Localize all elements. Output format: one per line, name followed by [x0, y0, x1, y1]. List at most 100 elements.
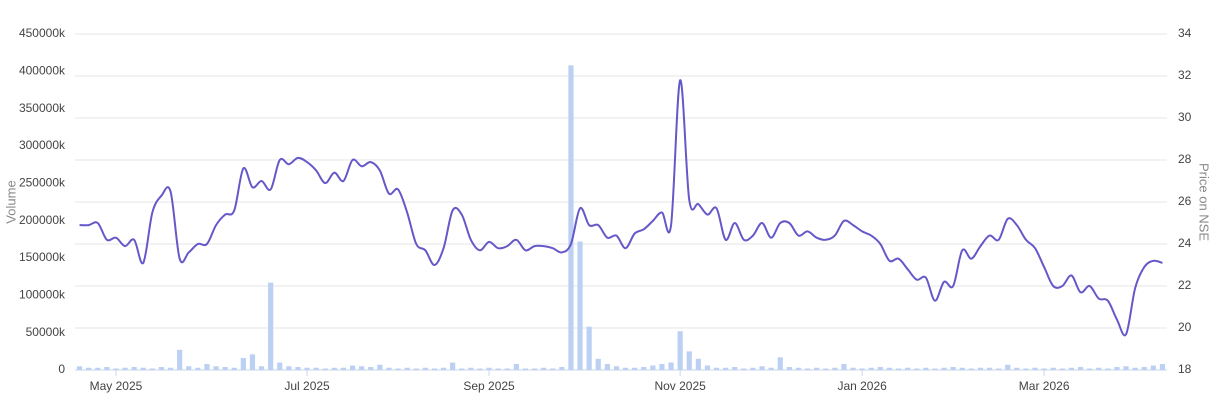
volume-bar: [268, 282, 274, 370]
y-tick-label: 100000k: [19, 288, 66, 302]
y2-tick-label: 34: [1178, 26, 1192, 40]
volume-bar: [386, 367, 392, 370]
volume-bar: [477, 368, 483, 370]
volume-bar: [368, 367, 374, 370]
volume-bar: [504, 368, 510, 370]
volume-bar: [186, 366, 192, 370]
x-tick-label: Jan 2026: [837, 379, 887, 393]
x-tick-label: Nov 2025: [654, 379, 706, 393]
volume-bar: [632, 367, 638, 370]
volume-bar: [559, 367, 565, 370]
volume-bar: [295, 367, 301, 370]
volume-bar: [468, 367, 474, 370]
volume-bar: [122, 367, 128, 370]
volume-bar: [450, 362, 456, 370]
volume-bar: [732, 367, 738, 370]
volume-bar: [795, 367, 802, 370]
volume-bar: [868, 367, 874, 370]
volume-bar: [213, 366, 219, 370]
volume-bar: [331, 367, 337, 370]
volume-bar: [277, 362, 283, 370]
volume-bar: [1096, 367, 1102, 370]
volume-bar: [604, 364, 610, 370]
volume-bar: [595, 358, 601, 370]
volume-bar: [304, 367, 310, 370]
volume-bar: [759, 366, 765, 370]
volume-bar: [222, 367, 228, 370]
volume-bar: [131, 367, 137, 370]
volume-bar: [659, 364, 665, 370]
volume-bar: [713, 367, 720, 370]
volume-bar: [1041, 368, 1047, 370]
volume-bar: [104, 367, 110, 370]
volume-bar: [622, 367, 629, 370]
volume-bar: [1132, 367, 1138, 370]
volume-bar: [486, 367, 492, 370]
volume-bar: [841, 364, 847, 370]
volume-bar: [195, 367, 201, 370]
y-tick-label: 250000k: [19, 176, 66, 190]
y2-tick-label: 26: [1178, 194, 1192, 208]
y2-tick-label: 18: [1178, 362, 1192, 376]
volume-bar: [650, 365, 656, 370]
volume-bar: [668, 362, 674, 370]
volume-bar: [550, 368, 556, 370]
volume-bar: [586, 326, 592, 370]
y2-tick-label: 20: [1178, 320, 1192, 334]
volume-bar: [977, 367, 984, 370]
volume-bar: [996, 368, 1002, 370]
volume-bar: [1114, 367, 1120, 370]
volume-bar: [359, 366, 365, 370]
volume-bar: [859, 368, 865, 370]
volume-bar: [1050, 367, 1056, 370]
volume-bar: [704, 365, 711, 370]
volume-bar: [413, 368, 419, 370]
volume-bar: [249, 354, 256, 370]
volume-bar: [1023, 368, 1029, 370]
volume-bar: [959, 367, 965, 370]
volume-bar: [823, 368, 829, 370]
volume-bar: [777, 357, 783, 370]
y-tick-label: 300000k: [19, 138, 66, 152]
y-tick-label: 0: [58, 362, 65, 376]
volume-bar: [1014, 367, 1020, 370]
volume-bar: [440, 367, 447, 370]
volume-bar: [1068, 367, 1075, 370]
volume-bar: [1123, 366, 1129, 370]
volume-bar: [968, 368, 974, 370]
volume-bar: [804, 368, 811, 370]
volume-bar: [313, 367, 319, 370]
volume-bar: [1032, 367, 1038, 370]
y-tick-label: 350000k: [19, 101, 66, 115]
volume-bar: [877, 367, 883, 370]
volume-bar: [404, 367, 410, 370]
volume-bar: [231, 367, 237, 370]
volume-bar: [149, 368, 155, 370]
volume-bar: [1159, 364, 1166, 370]
volume-bar: [850, 367, 856, 370]
volume-bar: [76, 366, 83, 370]
y-tick-label: 50000k: [26, 325, 66, 339]
y-tick-label: 200000k: [19, 213, 66, 227]
volume-bar: [886, 367, 893, 370]
volume-bar: [1105, 368, 1111, 370]
volume-bar: [113, 368, 119, 370]
volume-bar: [577, 241, 583, 370]
volume-bar: [905, 367, 911, 370]
volume-bar: [459, 368, 465, 370]
volume-bar: [431, 368, 438, 370]
y2-tick-label: 24: [1178, 236, 1192, 250]
volume-bar: [322, 368, 328, 370]
volume-bar: [814, 367, 820, 370]
volume-bar: [495, 368, 501, 370]
volume-bar: [541, 367, 547, 370]
volume-bar: [522, 368, 529, 370]
volume-bar: [1141, 367, 1147, 370]
volume-bar: [950, 367, 956, 370]
volume-bar: [941, 367, 947, 370]
x-tick-label: Sep 2025: [463, 379, 515, 393]
volume-bar: [786, 367, 792, 370]
volume-bar: [832, 367, 838, 370]
volume-bar: [513, 364, 519, 370]
volume-bar: [568, 65, 574, 371]
